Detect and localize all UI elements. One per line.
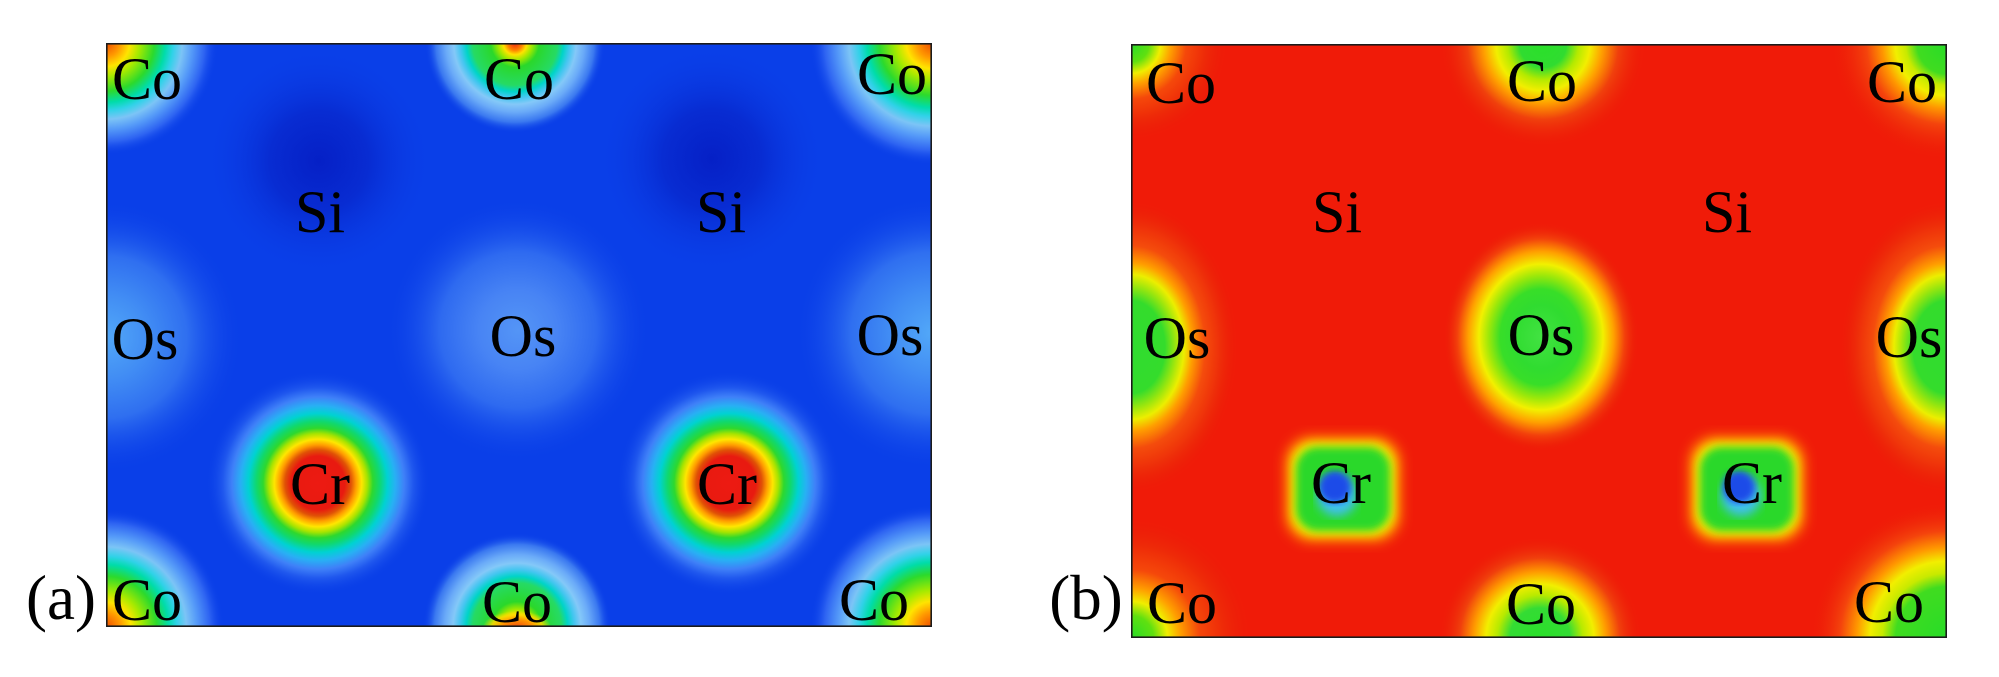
svg-text:Os: Os [1876, 304, 1943, 370]
svg-text:Si: Si [696, 179, 746, 245]
svg-text:Co: Co [1506, 571, 1576, 637]
svg-text:Co: Co [1854, 569, 1924, 635]
svg-text:Cr: Cr [1722, 450, 1782, 516]
svg-text:Os: Os [857, 302, 924, 368]
svg-text:Os: Os [1508, 302, 1575, 368]
svg-text:Si: Si [295, 179, 345, 245]
svg-text:Co: Co [482, 569, 552, 627]
svg-text:Si: Si [1702, 179, 1752, 245]
svg-text:Co: Co [484, 46, 554, 112]
svg-text:Cr: Cr [697, 451, 757, 517]
svg-text:Cr: Cr [1311, 450, 1371, 516]
svg-text:Os: Os [1144, 305, 1211, 371]
svg-text:Co: Co [1146, 50, 1216, 116]
svg-text:Os: Os [112, 306, 179, 372]
svg-text:Os: Os [490, 303, 557, 369]
svg-text:Co: Co [839, 567, 909, 627]
svg-text:Si: Si [1312, 179, 1362, 245]
svg-text:Co: Co [1147, 570, 1217, 636]
svg-text:Co: Co [857, 43, 927, 107]
svg-text:(b): (b) [1049, 563, 1122, 633]
svg-text:(a): (a) [26, 563, 96, 633]
svg-text:Co: Co [1507, 48, 1577, 114]
svg-text:Cr: Cr [290, 451, 350, 517]
svg-text:Co: Co [112, 567, 182, 627]
svg-text:Co: Co [112, 46, 182, 112]
svg-text:Co: Co [1867, 49, 1937, 115]
